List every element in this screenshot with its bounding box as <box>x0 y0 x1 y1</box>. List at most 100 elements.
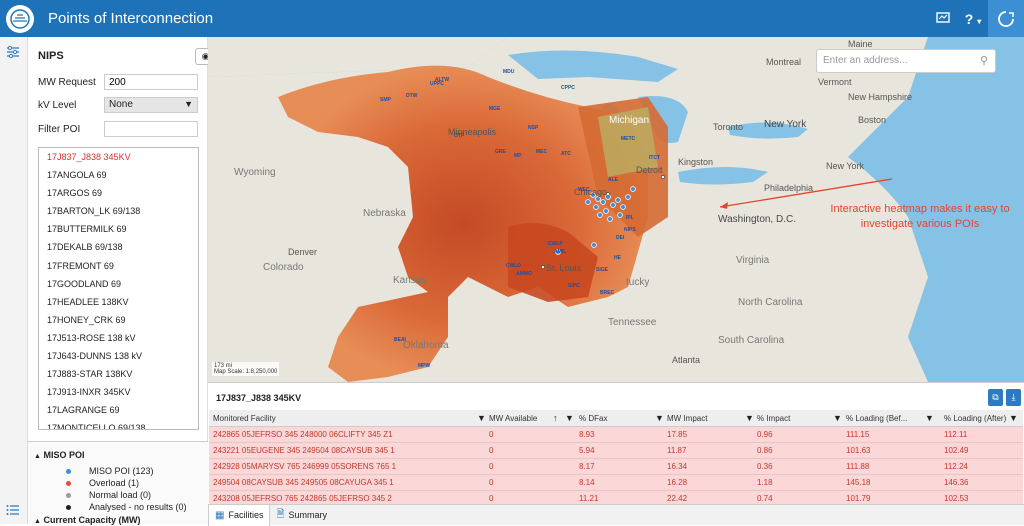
poi-code-label[interactable]: NIPS <box>624 227 636 233</box>
poi-list[interactable]: 17J837_J838 345KV 17ANGOLA 69 17ARGOS 69 17… <box>38 147 199 430</box>
filter-icon[interactable]: ▼ <box>833 413 842 423</box>
column-header[interactable]: MW Impact <box>667 414 708 423</box>
map-label: Maine <box>848 39 873 49</box>
legend-title-text: MISO POI <box>43 450 85 460</box>
poi-code-label[interactable]: BREC <box>600 290 615 296</box>
column-header[interactable]: % Loading (Bef... <box>846 414 908 423</box>
search-icon[interactable]: ⚲ <box>979 55 988 67</box>
poi-code-label[interactable]: DEI <box>616 235 625 241</box>
poi-list-item[interactable]: 17J883-STAR 138KV <box>47 369 133 380</box>
chart-icon[interactable] <box>928 11 958 27</box>
poi-code-label[interactable]: CWLD <box>506 263 521 269</box>
map-label: Montreal <box>766 57 802 67</box>
kv-level-select[interactable]: None ▼ <box>104 97 198 113</box>
poi-code-label[interactable]: ATC <box>561 151 571 157</box>
help-icon[interactable]: ? ▾ <box>958 11 988 27</box>
poi-code-label[interactable]: IPL <box>626 215 634 221</box>
poi-list-item[interactable]: 17J643-DUNNS 138 kV <box>47 351 143 362</box>
poi-list-item[interactable]: 17J513-ROSE 138 kV <box>47 332 136 343</box>
sort-asc-icon[interactable]: ↑ <box>553 413 558 423</box>
poi-list-item[interactable]: 17J913-INXR 345KV <box>47 387 131 398</box>
mw-request-label: MW Request <box>38 77 96 88</box>
poi-list-item[interactable]: 17J837_J838 345KV <box>47 152 131 162</box>
table-cell: 11.21 <box>579 494 599 503</box>
poi-code-label[interactable]: CPPC <box>561 85 575 91</box>
column-header[interactable]: % Impact <box>757 414 791 423</box>
poi-list-item[interactable]: 17HEADLEE 138KV <box>47 296 129 307</box>
poi-code-label[interactable]: MGE <box>489 106 501 112</box>
map-label: Oklahoma <box>403 340 449 351</box>
poi-code-label[interactable]: WEC <box>578 187 590 193</box>
map-label: St. Louis <box>546 263 582 273</box>
poi-code-label[interactable]: ITCT <box>649 155 661 161</box>
poi-code-label[interactable]: SMP <box>380 97 391 103</box>
mw-request-input[interactable] <box>104 74 198 90</box>
filter-icon[interactable]: ▼ <box>477 413 486 423</box>
poi-code-label[interactable]: DTW <box>406 93 418 99</box>
poi-code-label[interactable]: ALE <box>608 177 618 183</box>
filter-icon[interactable]: ▼ <box>925 413 934 423</box>
filter-icon[interactable]: ▼ <box>1009 413 1018 423</box>
filter-poi-input[interactable] <box>104 121 198 137</box>
filter-icon[interactable]: ▼ <box>655 413 664 423</box>
poi-code-label[interactable]: OTP <box>454 133 465 139</box>
legend-title[interactable]: ▲ MISO POI <box>34 450 84 460</box>
results-table: Monitored Facility ▼ MW Available ▼% DFax ▼ M… <box>209 410 1023 507</box>
download-button[interactable]: ⤓ <box>1006 389 1021 406</box>
map-label: North Carolina <box>738 297 803 308</box>
tab-facilities[interactable]: ▦ Facilities <box>208 504 271 526</box>
user-icon[interactable] <box>988 0 1024 37</box>
table-cell: 0.86 <box>757 446 773 455</box>
poi-code-label[interactable]: SIGE <box>596 267 608 273</box>
table-cell: 8.14 <box>579 478 595 487</box>
poi-code-label[interactable]: GRE <box>495 149 506 155</box>
poi-code-label[interactable]: AMIL <box>554 249 567 255</box>
poi-list-item[interactable]: 17HONEY_CRK 69 <box>47 314 126 325</box>
poi-list-item[interactable]: 17BARTON_LK 69/138 <box>47 206 141 217</box>
poi-list-item[interactable]: 17MONTICELLO 69/138 <box>47 423 146 430</box>
poi-code-label[interactable]: NSP <box>528 125 539 131</box>
address-search[interactable]: Enter an address... ⚲ <box>816 49 996 73</box>
poi-code-label[interactable]: HE <box>614 255 621 261</box>
poi-code-label[interactable]: SIPC <box>568 283 580 289</box>
poi-list-item[interactable]: 17BUTTERMILK 69 <box>47 224 127 235</box>
document-icon: 🗎 <box>276 508 285 520</box>
table-cell: 5.94 <box>579 446 595 455</box>
column-header[interactable]: MW Available <box>489 414 538 423</box>
poi-list-item[interactable]: 17ARGOS 69 <box>47 188 103 199</box>
map-label: Kansas <box>393 275 427 286</box>
filter-icon[interactable]: ▼ <box>745 413 754 423</box>
poi-code-label[interactable]: UPPC <box>430 81 444 87</box>
column-header[interactable]: % DFax <box>579 414 608 423</box>
poi-code-label[interactable]: ALTW <box>435 77 450 83</box>
poi-list-item[interactable]: 17DEKALB 69/138 <box>47 242 123 253</box>
column-header[interactable]: Monitored Facility <box>213 414 276 423</box>
poi-code-label[interactable]: AMMO <box>516 271 532 277</box>
poi-code-label[interactable]: BEAI <box>394 337 406 343</box>
table-row[interactable]: 243221 05EUGENE 345 249504 08CAYSUB 345 … <box>209 443 1023 459</box>
poi-code-label[interactable]: MDU <box>503 69 515 75</box>
poi-list-item[interactable]: 17FREMONT 69 <box>47 260 114 271</box>
filter-poi-label: Filter POI <box>38 124 81 135</box>
poi-list-item[interactable]: 17GOODLAND 69 <box>47 278 122 289</box>
table-cell: 16.34 <box>667 462 688 471</box>
poi-code-label[interactable]: CWLP <box>548 241 563 247</box>
filter-icon[interactable]: ▼ <box>565 413 574 423</box>
poi-list-item[interactable]: 17LAGRANGE 69 <box>47 405 120 416</box>
list-icon[interactable] <box>6 503 20 519</box>
legend-footer[interactable]: ▲ Current Capacity (MW) <box>34 515 140 525</box>
app-logo[interactable] <box>6 4 34 33</box>
copy-button[interactable]: ⧉ <box>988 389 1003 406</box>
tab-summary[interactable]: 🗎 Summary <box>270 505 333 526</box>
poi-code-label[interactable]: MPW <box>418 363 431 369</box>
table-row[interactable]: 242865 05JEFRSO 345 248000 06CLIFTY 345 … <box>209 427 1023 443</box>
table-row[interactable]: 249504 08CAYSUB 345 249505 08CAYUGA 345 … <box>209 475 1023 491</box>
poi-code-label[interactable]: MP <box>514 153 522 159</box>
column-header[interactable]: % Loading (After) <box>944 414 1007 423</box>
poi-list-item[interactable]: 17ANGOLA 69 <box>47 170 107 181</box>
sliders-icon[interactable] <box>6 45 20 62</box>
heatmap-map[interactable]: Wyoming Nebraska Colorado Kansas Oklahom… <box>208 37 1024 382</box>
poi-code-label[interactable]: METC <box>621 136 636 142</box>
poi-code-label[interactable]: MEC <box>536 149 548 155</box>
table-row[interactable]: 242928 05MARYSV 765 246999 05SORENS 765 … <box>209 459 1023 475</box>
